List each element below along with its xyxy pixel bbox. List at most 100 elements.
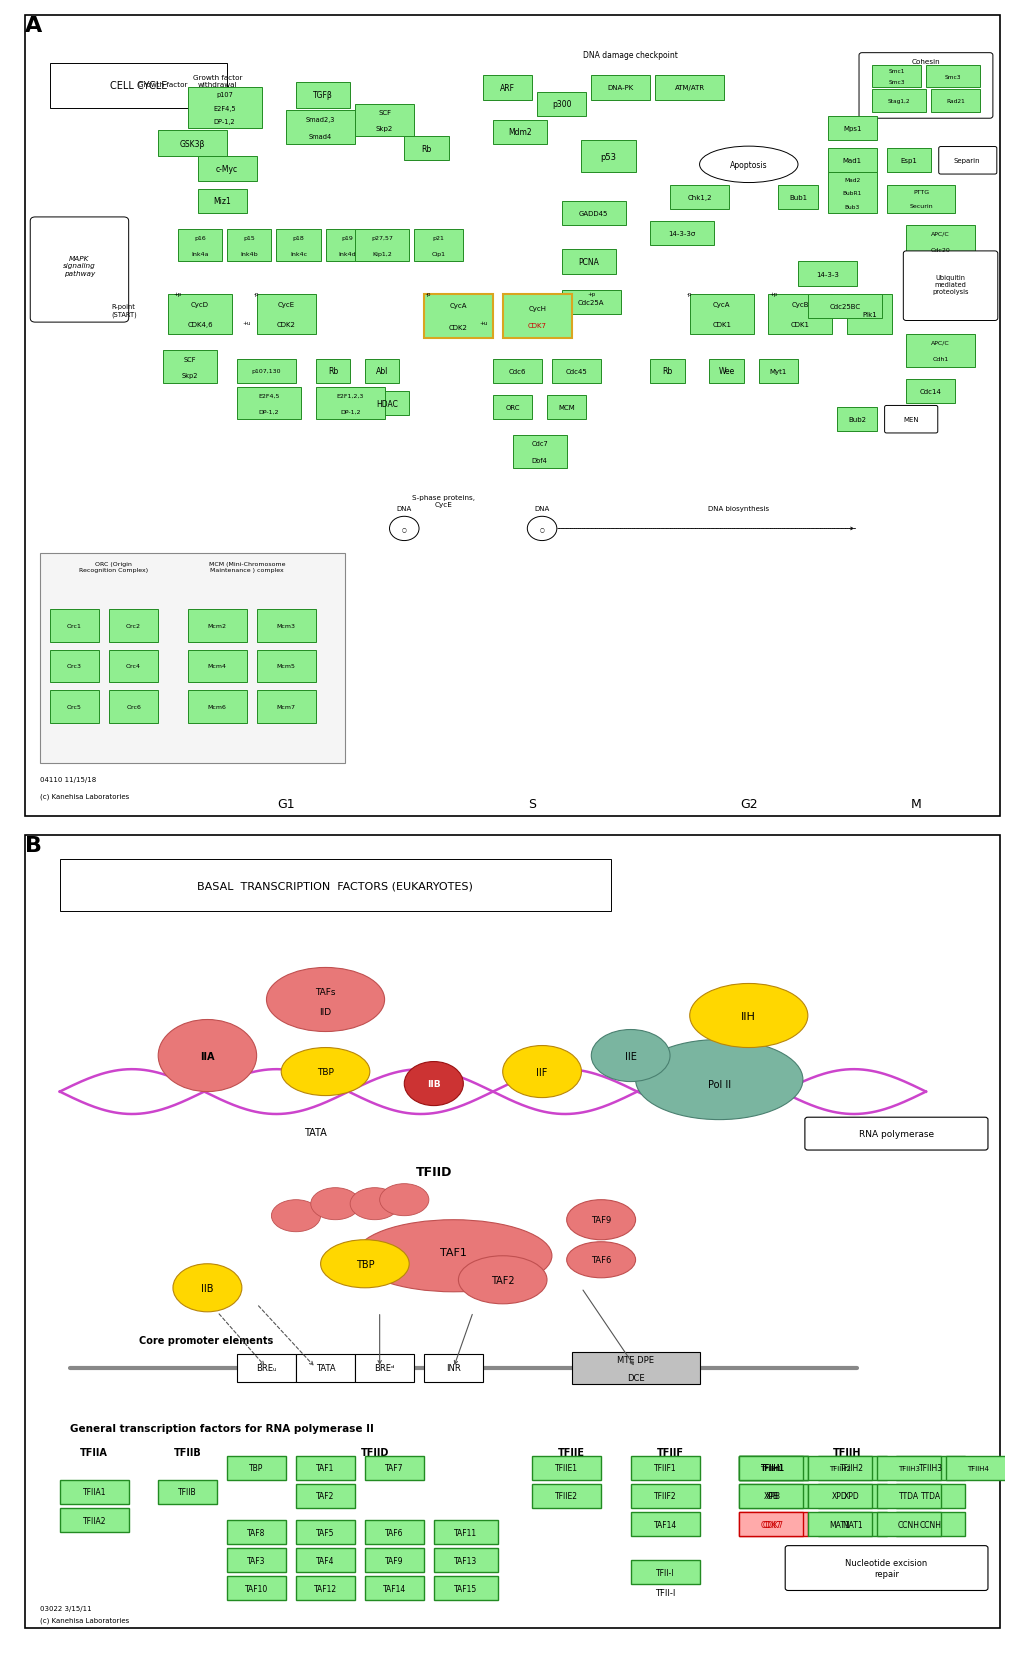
FancyBboxPatch shape	[561, 250, 615, 275]
FancyBboxPatch shape	[433, 1519, 497, 1544]
FancyBboxPatch shape	[227, 1457, 286, 1480]
FancyBboxPatch shape	[906, 335, 974, 368]
Text: Bub2: Bub2	[847, 418, 865, 423]
Text: TAF5: TAF5	[316, 1528, 334, 1536]
Text: TAF11: TAF11	[453, 1528, 477, 1536]
FancyBboxPatch shape	[738, 1485, 807, 1508]
Text: Cdc45: Cdc45	[566, 368, 587, 374]
Text: TAF6: TAF6	[590, 1256, 610, 1264]
FancyBboxPatch shape	[296, 1354, 355, 1382]
Text: Orc3: Orc3	[67, 664, 82, 669]
Text: TAF9: TAF9	[590, 1216, 610, 1225]
FancyBboxPatch shape	[738, 1457, 807, 1480]
Text: CDK1: CDK1	[790, 321, 809, 328]
FancyBboxPatch shape	[883, 406, 936, 434]
Text: TFIIH3: TFIIH3	[918, 1463, 942, 1473]
FancyBboxPatch shape	[296, 1457, 355, 1480]
FancyBboxPatch shape	[40, 553, 344, 764]
FancyBboxPatch shape	[571, 1352, 699, 1384]
Text: p21: p21	[432, 235, 444, 240]
Text: -p: -p	[687, 292, 692, 297]
FancyBboxPatch shape	[826, 116, 876, 141]
Text: TAF13: TAF13	[453, 1556, 477, 1564]
Text: XPB: XPB	[762, 1491, 777, 1501]
FancyBboxPatch shape	[797, 262, 856, 287]
FancyBboxPatch shape	[767, 295, 832, 335]
FancyBboxPatch shape	[945, 1457, 1009, 1480]
FancyBboxPatch shape	[777, 186, 817, 210]
Ellipse shape	[502, 1046, 581, 1099]
FancyBboxPatch shape	[355, 230, 409, 262]
Text: TTDA: TTDA	[920, 1491, 940, 1501]
Text: 03022 3/15/11: 03022 3/15/11	[40, 1606, 92, 1611]
Text: BREᵈ: BREᵈ	[374, 1364, 394, 1372]
FancyBboxPatch shape	[227, 1548, 286, 1572]
Text: RNA polymerase: RNA polymerase	[858, 1128, 933, 1138]
Text: p107,130: p107,130	[252, 370, 281, 374]
FancyBboxPatch shape	[925, 66, 979, 88]
Text: c-Myc: c-Myc	[216, 164, 237, 174]
FancyBboxPatch shape	[738, 1485, 802, 1508]
Text: p18: p18	[292, 235, 304, 240]
Text: MAPK
signaling
pathway: MAPK signaling pathway	[63, 257, 96, 277]
FancyBboxPatch shape	[807, 1485, 871, 1508]
Text: CDK2: CDK2	[276, 321, 296, 328]
FancyBboxPatch shape	[365, 391, 409, 416]
Text: Ink4c: Ink4c	[289, 252, 307, 257]
FancyBboxPatch shape	[654, 76, 723, 101]
Text: General transcription factors for RNA polymerase II: General transcription factors for RNA po…	[69, 1423, 373, 1433]
Text: PTTG: PTTG	[912, 191, 928, 196]
FancyBboxPatch shape	[236, 1354, 296, 1382]
Ellipse shape	[458, 1256, 546, 1304]
Text: Nucleotide excision
repair: Nucleotide excision repair	[845, 1559, 927, 1577]
Text: IIF: IIF	[536, 1067, 547, 1077]
Text: DP-1,2: DP-1,2	[259, 409, 279, 414]
Text: CycH: CycH	[528, 305, 545, 312]
Text: Orc5: Orc5	[67, 704, 82, 709]
FancyBboxPatch shape	[537, 93, 586, 116]
Ellipse shape	[689, 984, 807, 1047]
Text: TATA: TATA	[316, 1364, 335, 1372]
FancyBboxPatch shape	[738, 1457, 807, 1480]
Text: BASAL  TRANSCRIPTION  FACTORS (EUKARYOTES): BASAL TRANSCRIPTION FACTORS (EUKARYOTES)	[198, 882, 473, 891]
Text: M: M	[910, 797, 920, 810]
Text: CDK1: CDK1	[711, 321, 731, 328]
Text: IIB: IIB	[201, 1283, 213, 1292]
Text: Smad4: Smad4	[309, 134, 332, 139]
Text: Ink4b: Ink4b	[240, 252, 258, 257]
Text: p15: p15	[244, 235, 255, 240]
FancyBboxPatch shape	[817, 1457, 886, 1480]
FancyBboxPatch shape	[60, 860, 610, 911]
Text: ○: ○	[401, 527, 407, 532]
FancyBboxPatch shape	[316, 388, 384, 419]
Text: Orc6: Orc6	[126, 704, 141, 709]
Text: TFIIE: TFIIE	[557, 1447, 585, 1457]
FancyBboxPatch shape	[227, 1519, 286, 1544]
FancyBboxPatch shape	[738, 1457, 807, 1480]
FancyBboxPatch shape	[871, 66, 920, 88]
Text: Growth factor
withdrawal: Growth factor withdrawal	[193, 76, 242, 88]
FancyBboxPatch shape	[492, 396, 532, 419]
FancyBboxPatch shape	[177, 230, 222, 262]
Text: TAF2: TAF2	[490, 1274, 514, 1284]
Text: Mcm2: Mcm2	[208, 623, 226, 628]
Text: MTE DPE: MTE DPE	[616, 1355, 653, 1364]
Ellipse shape	[379, 1185, 428, 1216]
FancyBboxPatch shape	[236, 360, 296, 383]
Text: Mcm6: Mcm6	[208, 704, 226, 709]
FancyBboxPatch shape	[163, 351, 217, 383]
Text: E2F4,5: E2F4,5	[213, 106, 235, 111]
Text: Rad21: Rad21	[946, 99, 964, 104]
Ellipse shape	[355, 1220, 551, 1292]
Text: CCNH: CCNH	[897, 1519, 919, 1529]
FancyBboxPatch shape	[937, 147, 996, 176]
Text: TAF14: TAF14	[653, 1519, 676, 1529]
FancyBboxPatch shape	[158, 1480, 217, 1505]
Text: TFIIB: TFIIB	[173, 1447, 202, 1457]
FancyBboxPatch shape	[109, 610, 158, 643]
Text: p300: p300	[551, 99, 571, 109]
Text: CycB: CycB	[791, 302, 808, 308]
FancyBboxPatch shape	[758, 360, 797, 383]
FancyBboxPatch shape	[355, 1354, 414, 1382]
FancyBboxPatch shape	[296, 1576, 355, 1601]
